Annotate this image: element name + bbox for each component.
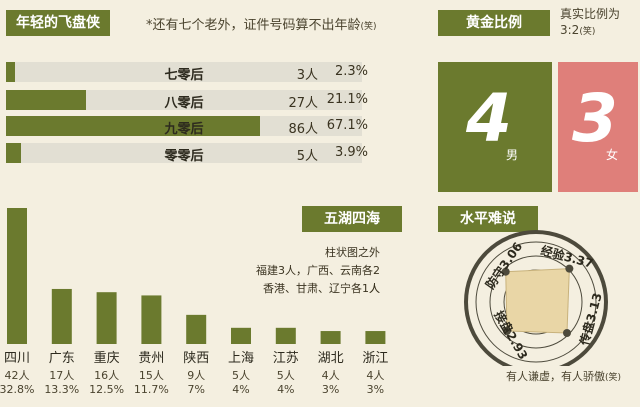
age-label: 七零后 xyxy=(164,68,204,83)
male-count: 4 xyxy=(466,80,512,157)
skill-section-title: 水平难说 xyxy=(438,206,538,232)
region-name: 重庆 xyxy=(94,350,120,366)
age-label: 零零后 xyxy=(164,149,204,164)
region-note-line: 福建3人，广西、云南各2人 xyxy=(256,264,380,295)
region-count: 42人 xyxy=(5,369,30,382)
region-percent: 13.3% xyxy=(44,383,79,396)
male-label: 男 xyxy=(506,148,519,162)
age-note: *还有七个老外，证件号码算不出年龄(笑) xyxy=(146,14,377,33)
age-row: 零零后 5人 3.9% xyxy=(6,143,368,164)
region-name: 上海 xyxy=(228,351,254,366)
region-bar xyxy=(141,295,162,344)
region-percent: 12.5% xyxy=(89,383,124,396)
age-note-text: *还有七个老外，证件号码算不出年龄 xyxy=(146,18,361,33)
age-row: 九零后 86人 67.1% xyxy=(6,116,368,137)
region-bar xyxy=(186,314,207,344)
region-percent: 32.8% xyxy=(0,383,34,396)
region-percent: 4% xyxy=(232,383,249,396)
region-bar xyxy=(320,331,341,344)
region-name: 广东 xyxy=(49,351,75,366)
age-section-title: 年轻的飞盘侠 xyxy=(6,10,110,36)
radar-point xyxy=(502,327,511,336)
region-percent: 3% xyxy=(367,383,384,396)
region-count: 9人 xyxy=(187,369,205,382)
age-percent: 67.1% xyxy=(326,118,368,133)
region-bar xyxy=(231,327,251,344)
radar-point xyxy=(501,267,510,276)
age-row: 八零后 27人 21.1% xyxy=(6,90,368,111)
skill-note-laugh: (笑) xyxy=(605,373,622,383)
region-name: 江苏 xyxy=(273,350,299,366)
region-count: 15人 xyxy=(139,369,164,382)
region-percent: 7% xyxy=(187,383,204,396)
region-percent: 4% xyxy=(277,383,294,396)
region-name: 四川 xyxy=(4,351,30,366)
male-box: 4 男 xyxy=(438,62,552,192)
age-percent: 2.3% xyxy=(334,64,368,79)
gender-note-laugh: (笑) xyxy=(579,27,596,37)
region-name: 湖北 xyxy=(318,351,344,366)
female-box: 3 女 xyxy=(558,62,638,192)
radar-label-passing: 传盘3.13 xyxy=(576,291,605,348)
radar-outer-ring xyxy=(464,230,608,366)
region-count: 5人 xyxy=(277,369,295,382)
region-section-title: 五湖四海 xyxy=(302,206,402,232)
region-bar xyxy=(96,292,117,344)
region-name: 陕西 xyxy=(183,351,209,366)
skill-radar: 防守3.06 经验3.37 传盘3.13 接盘2.93 xyxy=(464,230,608,366)
region-count: 5人 xyxy=(232,369,250,382)
region-note-line: 香港、甘肃、辽宁各1人 xyxy=(263,282,380,295)
age-bar xyxy=(6,143,21,163)
gender-note: 真实比例为3:2(笑) xyxy=(560,6,638,40)
region-bar xyxy=(365,331,386,344)
female-label: 女 xyxy=(606,148,619,162)
region-percent: 3% xyxy=(322,383,339,396)
age-count: 3人 xyxy=(296,68,318,83)
age-label: 九零后 xyxy=(164,122,204,137)
skill-note: 有人谦虚，有人骄傲(笑) xyxy=(506,368,621,384)
region-name: 贵州 xyxy=(138,351,164,366)
radar-ring xyxy=(475,241,597,363)
region-bar xyxy=(275,327,296,344)
radar-point xyxy=(562,328,571,337)
age-percent: 3.9% xyxy=(334,145,368,160)
skill-note-text: 有人谦虚，有人骄傲 xyxy=(506,370,605,383)
region-bar xyxy=(51,288,72,344)
region-name: 浙江 xyxy=(362,351,388,366)
age-count: 5人 xyxy=(296,149,318,164)
age-bar xyxy=(6,62,15,82)
region-count: 4人 xyxy=(322,369,340,382)
age-bar xyxy=(6,90,86,110)
age-note-laugh: (笑) xyxy=(360,22,377,32)
region-bar xyxy=(7,208,27,344)
age-row: 七零后 3人 2.3% xyxy=(6,62,368,83)
age-percent: 21.1% xyxy=(326,92,368,107)
radar-point xyxy=(565,264,574,273)
region-note-line: 柱状图之外 xyxy=(325,246,380,259)
age-bar xyxy=(6,116,260,136)
age-count: 86人 xyxy=(288,122,318,137)
gender-section-title: 黄金比例 xyxy=(438,10,550,36)
region-count: 17人 xyxy=(49,369,74,382)
gender-note-text: 真实比例为3:2 xyxy=(560,7,621,37)
region-count: 4人 xyxy=(366,369,384,382)
radar-ring xyxy=(489,255,583,349)
region-percent: 11.7% xyxy=(134,383,169,396)
female-count: 3 xyxy=(572,80,618,157)
region-count: 16人 xyxy=(94,369,119,382)
age-label: 八零后 xyxy=(164,96,204,111)
radar-area xyxy=(505,268,570,334)
age-count: 27人 xyxy=(288,96,318,111)
